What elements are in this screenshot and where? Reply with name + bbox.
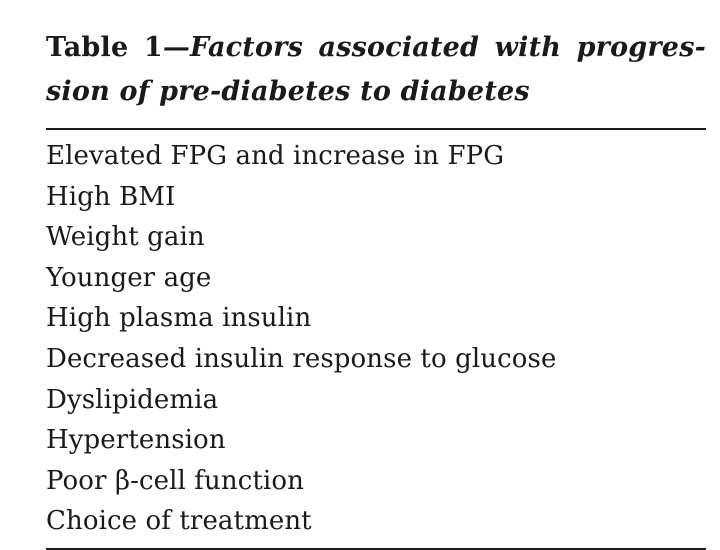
table-row: Poor β-cell function: [46, 465, 304, 496]
table-row: Decreased insulin response to glucose: [46, 343, 557, 374]
table-rows: Elevated FPG and increase in FPG High BM…: [46, 130, 706, 542]
table-row: Choice of treatment: [46, 506, 312, 537]
caption-line-1: Table 1—Factors associated with progres-: [46, 32, 706, 63]
table-container: Table 1—Factors associated with progres-…: [46, 26, 706, 550]
table-row: Younger age: [46, 262, 212, 293]
table-row: High BMI: [46, 181, 176, 212]
table-label: Table 1: [46, 32, 163, 63]
table-row: Elevated FPG and increase in FPG: [46, 141, 505, 171]
table-row: Weight gain: [46, 222, 205, 253]
caption-line-2: sion of pre-diabetes to diabetes: [46, 70, 706, 114]
table-caption: Table 1—Factors associated with progres-…: [46, 26, 706, 114]
table-row: Hypertension: [46, 425, 226, 456]
table-title-line-2: sion of pre-diabetes to diabetes: [46, 76, 530, 107]
table-title-line-1: Factors associated with progres-: [190, 32, 706, 63]
table-row: Dyslipidemia: [46, 384, 219, 415]
table-row: High plasma insulin: [46, 303, 312, 334]
table-top-rule: [46, 128, 706, 130]
